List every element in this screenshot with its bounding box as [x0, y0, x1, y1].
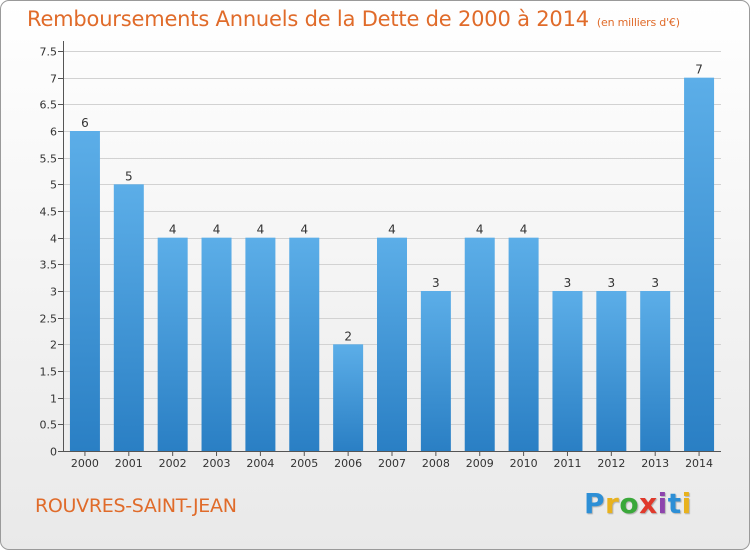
- y-tick-label: 7.5: [40, 46, 58, 59]
- y-tick-label: 6: [50, 126, 57, 139]
- data-label: 4: [257, 223, 265, 237]
- bar: [684, 77, 715, 452]
- x-tick-label: 2000: [71, 457, 99, 470]
- x-tick-label: 2004: [246, 457, 274, 470]
- logo-letter: o: [619, 487, 640, 520]
- bar: [377, 237, 407, 451]
- data-label: 7: [695, 63, 703, 77]
- x-tick-label: 2006: [334, 457, 362, 470]
- x-tick-label: 2014: [685, 457, 713, 470]
- data-label: 2: [344, 329, 352, 343]
- data-label: 4: [388, 223, 396, 237]
- y-tick-label: 0: [50, 446, 57, 459]
- bar: [245, 237, 276, 451]
- labels: 0 0.5 1 1.5 2 2.5 3 3.5 4 4.5 5 5.5 6 6.5 7 7.5 6 2000 5 20…: [40, 46, 714, 471]
- bars: [69, 77, 715, 452]
- x-tick-label: 2001: [115, 457, 143, 470]
- y-tick-label: 3.5: [40, 259, 58, 272]
- x-tick-label: 2005: [290, 457, 318, 470]
- x-tick-label: 2011: [553, 457, 581, 470]
- x-tick-label: 2013: [641, 457, 669, 470]
- logo-letter: i: [681, 487, 692, 520]
- chart-unit: (en milliers d'€): [596, 16, 680, 29]
- bar: [113, 184, 144, 452]
- y-tick-label: 3: [50, 286, 57, 299]
- bar: [201, 237, 232, 451]
- bar: [289, 237, 320, 451]
- y-tick-label: 4.5: [40, 206, 58, 219]
- y-tick-label: 1: [50, 393, 57, 406]
- data-label: 3: [432, 276, 440, 290]
- bar: [596, 291, 627, 451]
- data-label: 3: [564, 276, 572, 290]
- chart-title-text: Remboursements Annuels de la Dette de 20…: [27, 7, 589, 31]
- y-tick-label: 0.5: [40, 419, 58, 432]
- proxiti-logo: Proxiti: [584, 487, 692, 520]
- y-tick-label: 1.5: [40, 366, 58, 379]
- data-label: 6: [81, 116, 89, 130]
- bar: [157, 237, 188, 451]
- logo-letter: r: [605, 487, 620, 520]
- x-tick-label: 2009: [466, 457, 494, 470]
- y-tick-label: 4: [50, 233, 57, 246]
- y-tick-label: 6.5: [40, 99, 58, 112]
- bar: [640, 291, 671, 451]
- x-tick-label: 2003: [203, 457, 231, 470]
- chart-title: Remboursements Annuels de la Dette de 20…: [27, 7, 680, 31]
- x-tick-label: 2012: [597, 457, 625, 470]
- logo-letter: P: [584, 487, 606, 520]
- data-label: 5: [125, 169, 133, 183]
- data-label: 3: [651, 276, 659, 290]
- y-tick-label: 2: [50, 339, 57, 352]
- logo-letter: i: [657, 487, 668, 520]
- data-label: 4: [520, 223, 528, 237]
- logo-letter: t: [667, 487, 682, 520]
- y-tick-label: 7: [50, 73, 57, 86]
- y-tick-label: 2.5: [40, 313, 58, 326]
- bar: [508, 237, 539, 451]
- commune-name: ROUVRES-SAINT-JEAN: [35, 495, 237, 517]
- bar: [552, 291, 583, 451]
- bar: [333, 344, 364, 451]
- y-tick-label: 5: [50, 179, 57, 192]
- bar: [464, 237, 495, 451]
- x-tick-label: 2010: [510, 457, 538, 470]
- bar: [420, 291, 451, 451]
- x-tick-label: 2007: [378, 457, 406, 470]
- x-tick-label: 2008: [422, 457, 450, 470]
- bar: [69, 131, 100, 451]
- data-label: 4: [300, 223, 308, 237]
- axes: [58, 41, 721, 456]
- y-tick-label: 5.5: [40, 153, 58, 166]
- data-label: 4: [169, 223, 177, 237]
- data-label: 4: [476, 223, 484, 237]
- logo-letter: x: [639, 487, 658, 520]
- data-label: 3: [608, 276, 616, 290]
- data-label: 4: [213, 223, 221, 237]
- x-tick-label: 2002: [159, 457, 187, 470]
